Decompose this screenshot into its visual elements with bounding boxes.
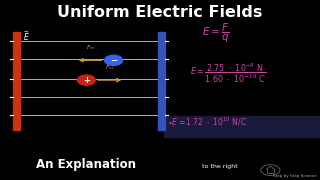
Bar bbox=[13, 32, 20, 130]
Circle shape bbox=[77, 75, 95, 85]
Text: Step by Step Science: Step by Step Science bbox=[273, 174, 317, 178]
Text: An Explanation: An Explanation bbox=[36, 158, 136, 171]
Text: $F_{el}$: $F_{el}$ bbox=[105, 63, 115, 72]
Text: +: + bbox=[83, 76, 90, 85]
Text: to the right: to the right bbox=[202, 164, 237, 169]
Bar bbox=[158, 32, 165, 130]
Text: Uniform Electric Fields: Uniform Electric Fields bbox=[57, 5, 263, 20]
Text: $E = \dfrac{F}{q}$: $E = \dfrac{F}{q}$ bbox=[202, 22, 230, 45]
Circle shape bbox=[105, 55, 123, 65]
Text: $\bullet E = 1.72\ \cdot\ 10^{10}\ \mathrm{N/C}$: $\bullet E = 1.72\ \cdot\ 10^{10}\ \math… bbox=[167, 116, 247, 129]
Text: $\vec{E}$: $\vec{E}$ bbox=[23, 29, 30, 43]
Text: $E = \dfrac{2.75\ \cdot\ 10^{-9}\ \mathrm{N}}{1.60\ \cdot\ 10^{-19}\ \mathrm{C}}: $E = \dfrac{2.75\ \cdot\ 10^{-9}\ \mathr… bbox=[190, 61, 267, 85]
Text: $F_{el}$: $F_{el}$ bbox=[85, 43, 95, 52]
Bar bbox=[164, 116, 320, 137]
Text: −: − bbox=[110, 56, 117, 65]
